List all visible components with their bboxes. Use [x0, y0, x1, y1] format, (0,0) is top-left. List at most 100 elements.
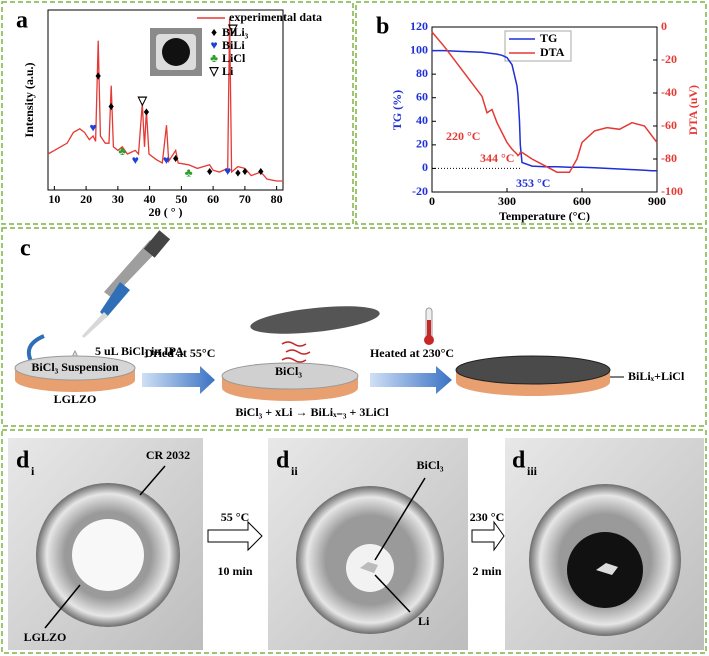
panel-label: a	[16, 8, 28, 34]
label: LGLZO	[54, 392, 97, 406]
x-tick-label: 600	[573, 194, 591, 208]
y-tick-label: 20	[416, 137, 428, 151]
x-tick-label: 20	[80, 192, 92, 206]
legend-symbol: ♣	[210, 51, 218, 65]
panel-label: b	[376, 14, 389, 40]
peak-marker: ♦	[108, 99, 114, 113]
y-tick-label: 40	[416, 113, 428, 127]
x-tick-label: 10	[48, 192, 60, 206]
x-tick-label: 80	[271, 192, 283, 206]
label: 10 min	[217, 564, 252, 578]
disc	[221, 362, 359, 401]
x-tick-label: 40	[144, 192, 156, 206]
peak-marker: ♣	[185, 166, 193, 180]
data-line	[431, 31, 658, 173]
legend-box	[504, 30, 572, 62]
legend-label: DTA	[540, 45, 565, 59]
peak-marker: ♦	[173, 151, 179, 165]
panel-sublabel: iii	[527, 464, 538, 478]
peak-marker: ♦	[235, 166, 241, 180]
peak-marker: ♥	[163, 153, 170, 167]
legend-symbol: ♥	[210, 38, 217, 52]
peak-marker: ♥	[90, 121, 97, 135]
label: BiCl₃ Suspension	[31, 360, 119, 374]
peak-marker: ▽	[227, 22, 238, 36]
peak-marker: ♦	[95, 68, 101, 82]
heat-lines	[281, 341, 311, 363]
legend-label: BiLi	[222, 38, 245, 52]
photo	[268, 438, 468, 650]
photo	[505, 438, 704, 650]
y-tick-label: 60	[416, 89, 428, 103]
peak-marker: ♦	[242, 164, 248, 178]
peak-marker: ♦	[143, 104, 149, 118]
data-line	[432, 49, 657, 172]
x-tick-label: 900	[648, 194, 666, 208]
legend-symbol: ♦	[211, 25, 217, 39]
y-tick-label: 100	[410, 42, 428, 56]
y-tick-label: 0	[422, 160, 428, 174]
y2-axis-label: DTA (uV)	[686, 85, 700, 135]
peak-marker: ▽	[137, 94, 148, 108]
x-tick-label: 0	[429, 194, 435, 208]
plot-frame	[431, 26, 658, 193]
y2-tick-label: -20	[661, 52, 677, 66]
arrow	[370, 366, 452, 394]
pipette	[82, 230, 171, 338]
arrow	[471, 520, 505, 552]
label: BiLiₓ+LiCl	[628, 369, 685, 383]
panel-box	[1, 1, 354, 225]
peak-marker: ♦	[207, 164, 213, 178]
panel-box	[1, 429, 707, 654]
x-tick-label: 300	[498, 194, 516, 208]
plot-frame	[47, 9, 284, 191]
y2-tick-label: -100	[661, 184, 683, 198]
y-axis-label: Intensity (a.u.)	[22, 62, 36, 137]
label: CR 2032	[146, 448, 190, 462]
panel-box	[1, 227, 707, 427]
thermometer	[424, 307, 434, 345]
peak-marker: ♣	[118, 144, 126, 158]
legend-symbol: ▽	[208, 64, 219, 78]
panel-label: c	[20, 236, 31, 262]
legend-label: LiCl	[222, 51, 246, 65]
label: Li	[418, 614, 430, 628]
peak-marker: ♥	[224, 164, 231, 178]
legend-label: experimental data	[229, 10, 322, 24]
panel-sublabel: i	[31, 464, 35, 478]
y-tick-label: -20	[412, 184, 428, 198]
disc	[14, 355, 136, 392]
annotation: 220 °C	[446, 129, 480, 143]
label: 5 uL BiCl₃ in IPA	[95, 344, 184, 358]
li-foil	[250, 306, 380, 334]
y2-tick-label: -60	[661, 118, 677, 132]
disc	[455, 355, 611, 396]
panel-sublabel: ii	[291, 464, 298, 478]
y-axis-label: TG (%)	[390, 90, 404, 130]
arrow	[142, 366, 215, 394]
x-tick-label: 60	[207, 192, 219, 206]
x-tick-label: 70	[239, 192, 251, 206]
data-line	[47, 18, 283, 182]
x-axis-label: Temperature (°C)	[499, 209, 590, 223]
panel-box	[355, 1, 707, 225]
y2-tick-label: 0	[661, 19, 667, 33]
legend-label: BiLi₃	[222, 25, 249, 39]
label: 230 °C	[470, 510, 504, 524]
panel-label: d	[16, 448, 30, 474]
peak-marker: ♦	[258, 164, 264, 178]
pointer	[44, 465, 426, 629]
legend-label: TG	[540, 31, 557, 45]
peak-marker: ♥	[132, 153, 139, 167]
label: 55 °C	[221, 510, 249, 524]
inset-photo	[162, 38, 190, 66]
panel-label: d	[512, 448, 526, 474]
label: 2 min	[472, 564, 501, 578]
y2-tick-label: -40	[661, 85, 677, 99]
label: LGLZO	[24, 630, 67, 644]
x-axis-label: 2θ ( ° )	[148, 205, 182, 219]
annotation: 344 °C	[480, 151, 514, 165]
y-tick-label: 80	[416, 66, 428, 80]
label: Dried at 55°C	[145, 346, 216, 360]
